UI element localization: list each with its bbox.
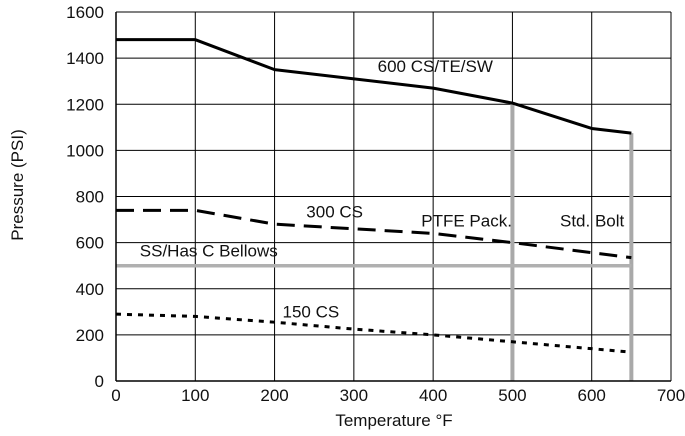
series-line-600-cs-te-sw [116, 38, 632, 135]
x-tick-label-600: 600 [578, 386, 606, 405]
annotation-300-cs: 300 CS [306, 202, 363, 221]
y-tick-label-0: 0 [95, 372, 104, 391]
y-tick-label-600: 600 [76, 234, 104, 253]
x-tick-label-300: 300 [340, 386, 368, 405]
y-axis-title: Pressure (PSI) [8, 129, 27, 240]
x-tick-label-200: 200 [260, 386, 288, 405]
series-line-150-cs [115, 312, 632, 354]
y-tick-label-1600: 1600 [66, 3, 104, 22]
annotation-std-bolt: Std. Bolt [560, 211, 625, 230]
y-tick-label-1400: 1400 [66, 49, 104, 68]
x-axis-title: Temperature °F [335, 411, 452, 430]
annotation-600-cs-te-sw: 600 CS/TE/SW [378, 57, 493, 76]
annotations: 600 CS/TE/SW 300 CS PTFE Pack. Std. Bolt SS/… [140, 57, 625, 322]
series-lines [115, 38, 632, 354]
tick-labels: 0 100 200 300 400 500 600 700 0 200 400 600 800 1000 1… [66, 3, 685, 405]
x-tick-label-100: 100 [181, 386, 209, 405]
x-tick-label-0: 0 [111, 386, 120, 405]
annotation-ptfe-pack: PTFE Pack. [421, 211, 512, 230]
x-tick-label-400: 400 [419, 386, 447, 405]
y-tick-label-1200: 1200 [66, 95, 104, 114]
annotation-150-cs: 150 CS [283, 303, 340, 322]
reference-lines [510, 103, 634, 381]
y-tick-label-200: 200 [76, 326, 104, 345]
y-tick-label-1000: 1000 [66, 141, 104, 160]
x-tick-label-500: 500 [498, 386, 526, 405]
axes [115, 11, 672, 382]
annotation-ss-has-c-bellows: SS/Has C Bellows [140, 241, 278, 260]
y-tick-label-800: 800 [76, 188, 104, 207]
y-tick-label-400: 400 [76, 280, 104, 299]
x-tick-label-700: 700 [657, 386, 685, 405]
